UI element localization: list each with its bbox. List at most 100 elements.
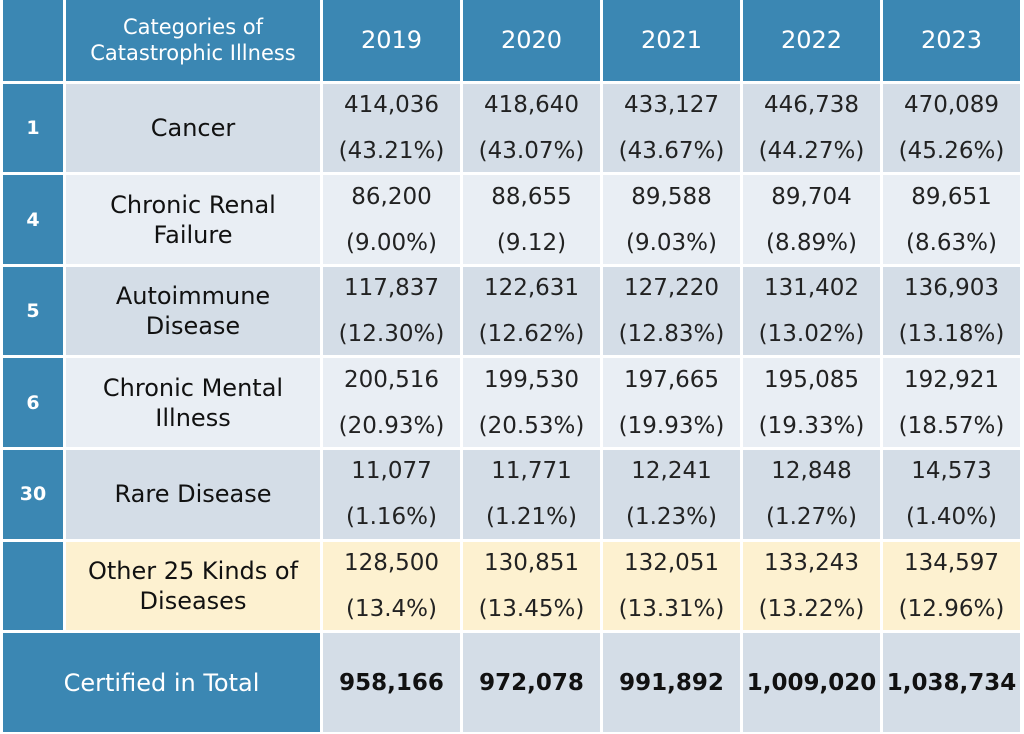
- total-value-2023: 1,038,734: [883, 633, 1020, 732]
- table-row: Other 25 Kinds of Diseases 128,500 (13.4%…: [3, 541, 1020, 634]
- value-cell: 89,704 (8.89%): [743, 175, 880, 267]
- percent-value: (20.53%): [478, 412, 585, 439]
- percent-value: (12.83%): [618, 321, 725, 348]
- total-row: Certified in Total 958,166 972,078 991,8…: [3, 633, 1020, 732]
- value-cell: 133,243 (13.22%): [743, 541, 880, 634]
- row-category-line1: Cancer: [150, 113, 236, 142]
- percent-value: (1.16%): [345, 504, 437, 531]
- percent-value: (13.45%): [478, 596, 585, 622]
- row-category: Cancer: [66, 83, 320, 176]
- count-value: 127,220: [623, 275, 720, 302]
- count-value: 136,903: [903, 275, 1000, 302]
- row-number: 1: [3, 83, 63, 176]
- value-cell: 200,516 (20.93%): [323, 358, 460, 451]
- row-category: Autoimmune Disease: [66, 266, 320, 359]
- row-number: 30: [3, 450, 63, 542]
- row-category-line1: Other 25 Kinds of: [87, 557, 299, 585]
- table-row: 6 Chronic Mental Illness 200,516 (20.93%)…: [3, 358, 1020, 451]
- value-cell: 131,402 (13.02%): [743, 266, 880, 359]
- value-cell: 192,921 (18.57%): [883, 358, 1020, 451]
- percent-value: (8.89%): [765, 229, 857, 256]
- value-cell: 86,200 (9.00%): [323, 175, 460, 267]
- count-value: 128,500: [343, 550, 440, 576]
- row-category: Other 25 Kinds of Diseases: [66, 541, 320, 634]
- value-cell: 89,588 (9.03%): [603, 175, 740, 267]
- count-value: 117,837: [343, 275, 440, 302]
- header-year-2019: 2019: [323, 0, 460, 84]
- header-category: Categories of Catastrophic Illness: [66, 0, 320, 84]
- total-value-2020: 972,078: [463, 633, 600, 732]
- count-value: 12,241: [631, 458, 712, 485]
- count-value: 197,665: [623, 366, 720, 393]
- value-cell: 11,771 (1.21%): [463, 450, 600, 542]
- row-category-line1: Rare Disease: [114, 480, 272, 509]
- table-row: 30 Rare Disease 11,077 (1.16%) 11,771 (1.2…: [3, 450, 1020, 542]
- value-cell: 89,651 (8.63%): [883, 175, 1020, 267]
- percent-value: (19.33%): [758, 412, 865, 439]
- table-row: 5 Autoimmune Disease 117,837 (12.30%) 122…: [3, 266, 1020, 359]
- header-year-2022: 2022: [743, 0, 880, 84]
- count-value: 122,631: [483, 275, 580, 302]
- total-value-2021: 991,892: [603, 633, 740, 732]
- percent-value: (13.18%): [898, 321, 1005, 348]
- row-number: 4: [3, 175, 63, 267]
- header-category-line1: Categories of: [122, 15, 264, 40]
- value-cell: 470,089 (45.26%): [883, 83, 1020, 176]
- header-row: Categories of Catastrophic Illness 2019 …: [3, 0, 1020, 84]
- row-category-line2: Diseases: [139, 587, 247, 615]
- value-cell: 414,036 (43.21%): [323, 83, 460, 176]
- value-cell: 88,655 (9.12): [463, 175, 600, 267]
- percent-value: (1.23%): [625, 504, 717, 531]
- count-value: 88,655: [491, 183, 572, 210]
- row-category-line2: Disease: [145, 312, 241, 341]
- header-year-2021: 2021: [603, 0, 740, 84]
- count-value: 433,127: [623, 91, 720, 118]
- count-value: 14,573: [911, 458, 992, 485]
- header-num-cell: [3, 0, 63, 84]
- value-cell: 134,597 (12.96%): [883, 541, 1020, 634]
- count-value: 86,200: [351, 183, 432, 210]
- row-category: Chronic Mental Illness: [66, 358, 320, 451]
- count-value: 131,402: [763, 275, 860, 302]
- value-cell: 122,631 (12.62%): [463, 266, 600, 359]
- value-cell: 12,848 (1.27%): [743, 450, 880, 542]
- percent-value: (1.21%): [485, 504, 577, 531]
- count-value: 130,851: [483, 550, 580, 576]
- row-category: Chronic Renal Failure: [66, 175, 320, 267]
- value-cell: 12,241 (1.23%): [603, 450, 740, 542]
- total-label: Certified in Total: [3, 633, 320, 732]
- count-value: 132,051: [623, 550, 720, 576]
- total-value-2022: 1,009,020: [743, 633, 880, 732]
- count-value: 133,243: [763, 550, 860, 576]
- value-cell: 197,665 (19.93%): [603, 358, 740, 451]
- percent-value: (8.63%): [905, 229, 997, 256]
- row-category-line1: Chronic Renal: [110, 190, 276, 219]
- value-cell: 433,127 (43.67%): [603, 83, 740, 176]
- percent-value: (9.00%): [345, 229, 437, 256]
- percent-value: (1.40%): [905, 504, 997, 531]
- row-number: [3, 541, 63, 634]
- row-category-line2: Illness: [155, 403, 231, 432]
- percent-value: (12.96%): [898, 596, 1005, 622]
- value-cell: 199,530 (20.53%): [463, 358, 600, 451]
- count-value: 414,036: [343, 91, 440, 118]
- total-value-2019: 958,166: [323, 633, 460, 732]
- value-cell: 14,573 (1.40%): [883, 450, 1020, 542]
- percent-value: (43.21%): [338, 137, 445, 164]
- row-category: Rare Disease: [66, 450, 320, 542]
- count-value: 195,085: [763, 366, 860, 393]
- header-year-2020: 2020: [463, 0, 600, 84]
- percent-value: (1.27%): [765, 504, 857, 531]
- value-cell: 132,051 (13.31%): [603, 541, 740, 634]
- count-value: 89,651: [911, 183, 992, 210]
- value-cell: 127,220 (12.83%): [603, 266, 740, 359]
- count-value: 199,530: [483, 366, 580, 393]
- value-cell: 418,640 (43.07%): [463, 83, 600, 176]
- value-cell: 446,738 (44.27%): [743, 83, 880, 176]
- header-category-line2: Catastrophic Illness: [90, 41, 296, 66]
- percent-value: (19.93%): [618, 412, 725, 439]
- row-category-line2: Failure: [153, 220, 233, 249]
- count-value: 89,704: [771, 183, 852, 210]
- table-row: 1 Cancer 414,036 (43.21%) 418,640 (43.07%)…: [3, 83, 1020, 176]
- percent-value: (20.93%): [338, 412, 445, 439]
